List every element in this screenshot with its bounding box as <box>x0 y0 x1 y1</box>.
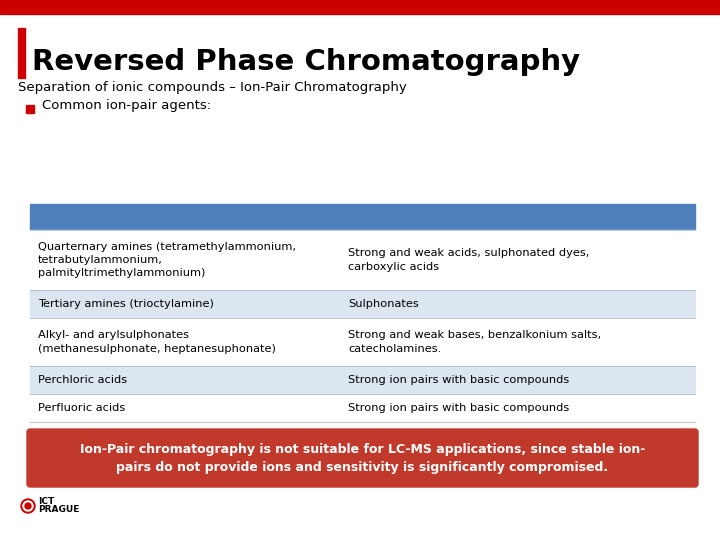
Text: Strong and weak acids, sulphonated dyes,
carboxylic acids: Strong and weak acids, sulphonated dyes,… <box>348 248 590 272</box>
Text: Perfluoric acids: Perfluoric acids <box>38 403 125 413</box>
Circle shape <box>23 501 33 511</box>
Text: Ion-Pair chromatography is not suitable for LC-MS applications, since stable ion: Ion-Pair chromatography is not suitable … <box>80 442 645 474</box>
Text: Perchloric acids: Perchloric acids <box>38 375 127 385</box>
Text: Separation of ionic compounds – Ion-Pair Chromatography: Separation of ionic compounds – Ion-Pair… <box>18 82 407 94</box>
Text: Sulphonates: Sulphonates <box>348 299 419 309</box>
Bar <box>0 0 720 14</box>
Bar <box>26 105 34 113</box>
Circle shape <box>21 499 35 513</box>
Bar <box>30 290 695 318</box>
Text: Counter ion: Counter ion <box>141 211 229 224</box>
Circle shape <box>25 503 31 509</box>
Bar <box>30 394 695 422</box>
Bar <box>30 318 695 366</box>
Text: Common ion-pair agents:: Common ion-pair agents: <box>42 99 211 112</box>
Text: Strong ion pairs with basic compounds: Strong ion pairs with basic compounds <box>348 403 570 413</box>
Text: PRAGUE: PRAGUE <box>38 505 79 515</box>
Bar <box>30 366 695 394</box>
Bar <box>30 230 695 290</box>
Text: Strong and weak bases, benzalkonium salts,
catecholamines.: Strong and weak bases, benzalkonium salt… <box>348 330 601 354</box>
Text: ICT: ICT <box>38 497 54 507</box>
Text: Tertiary amines (trioctylamine): Tertiary amines (trioctylamine) <box>38 299 214 309</box>
Text: Suitable for: Suitable for <box>473 211 562 224</box>
Bar <box>30 204 695 230</box>
Bar <box>18 28 25 78</box>
FancyBboxPatch shape <box>27 429 698 487</box>
Text: Strong ion pairs with basic compounds: Strong ion pairs with basic compounds <box>348 375 570 385</box>
Text: Quarternary amines (tetramethylammonium,
tetrabutylammonium,
palmityltrimethylam: Quarternary amines (tetramethylammonium,… <box>38 242 296 278</box>
Text: Reversed Phase Chromatography: Reversed Phase Chromatography <box>32 48 580 76</box>
Text: Alkyl- and arylsulphonates
(methanesulphonate, heptanesuphonate): Alkyl- and arylsulphonates (methanesulph… <box>38 330 276 354</box>
